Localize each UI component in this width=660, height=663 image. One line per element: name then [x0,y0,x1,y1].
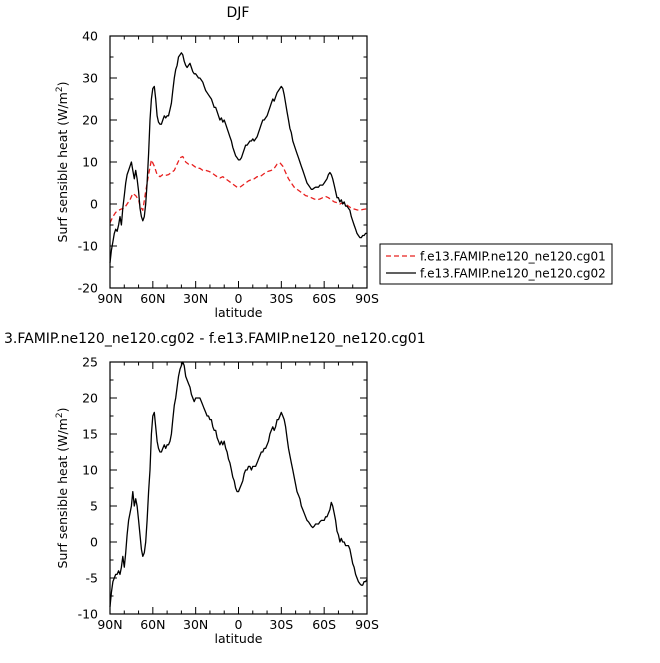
y-tick-label: 0 [90,535,98,550]
x-tick-label: 30S [269,291,293,306]
y-tick-label: 20 [82,113,98,128]
x-axis-label: latitude [215,631,263,646]
x-tick-label: 60S [312,291,336,306]
y-tick-label: 25 [82,355,98,370]
x-tick-label: 90S [355,617,379,632]
x-tick-label: 0 [235,291,243,306]
y-axis-label-main: Surf sensible heat (W/m [55,418,70,568]
legend-entry-2: f.e13.FAMIP.ne120_ne120.cg02 [420,267,606,281]
y-tick-label: 10 [82,463,98,478]
x-tick-label: 90S [355,291,379,306]
y-axis-label-superscript: 2 [55,86,65,92]
y-axis-label-main: Surf sensible heat (W/m [55,92,70,242]
y-tick-label: 40 [82,29,98,44]
y-tick-label: -10 [78,607,98,622]
x-axis-label: latitude [215,305,263,320]
y-axis-label: Surf sensible heat (W/m2) [55,408,70,569]
x-tick-label: 0 [235,617,243,632]
y-tick-label: -5 [86,571,98,586]
series-line-1 [109,361,368,607]
y-axis-label-end: ) [55,82,70,87]
x-tick-label: 30N [183,291,208,306]
x-tick-label: 90N [97,617,122,632]
y-axis-label: Surf sensible heat (W/m2) [55,82,70,243]
x-tick-label: 60S [312,617,336,632]
chart-2: 3.FAMIP.ne120_ne120.cg02 - f.e13.FAMIP.n… [4,331,426,646]
y-tick-label: -20 [78,281,98,296]
series-line-2 [109,52,367,263]
y-tick-label: 15 [82,427,98,442]
y-tick-label: -10 [78,239,98,254]
y-tick-label: 10 [82,155,98,170]
legend-box [379,243,613,285]
x-tick-label: 30S [269,617,293,632]
y-tick-label: 20 [82,391,98,406]
x-tick-label: 30N [183,617,208,632]
chart-title: 3.FAMIP.ne120_ne120.cg02 - f.e13.FAMIP.n… [4,331,426,347]
y-axis-label-end: ) [55,408,70,413]
legend: f.e13.FAMIP.ne120_ne120.cg01 f.e13.FAMIP.… [379,243,613,285]
y-tick-label: 30 [82,71,98,86]
y-tick-label: 0 [90,197,98,212]
x-tick-label: 60N [140,617,165,632]
x-tick-label: 90N [97,291,122,306]
legend-entry-1: f.e13.FAMIP.ne120_ne120.cg01 [420,250,606,264]
x-tick-label: 60N [140,291,165,306]
y-axis-label-superscript: 2 [55,412,65,418]
y-tick-label: 5 [90,499,98,514]
chart-title: DJF [227,5,250,21]
chart-1: DJF 90N 60N 30N 0 30S 60S 90S -20 -10 0 10 20 30 40 lat… [55,5,613,320]
